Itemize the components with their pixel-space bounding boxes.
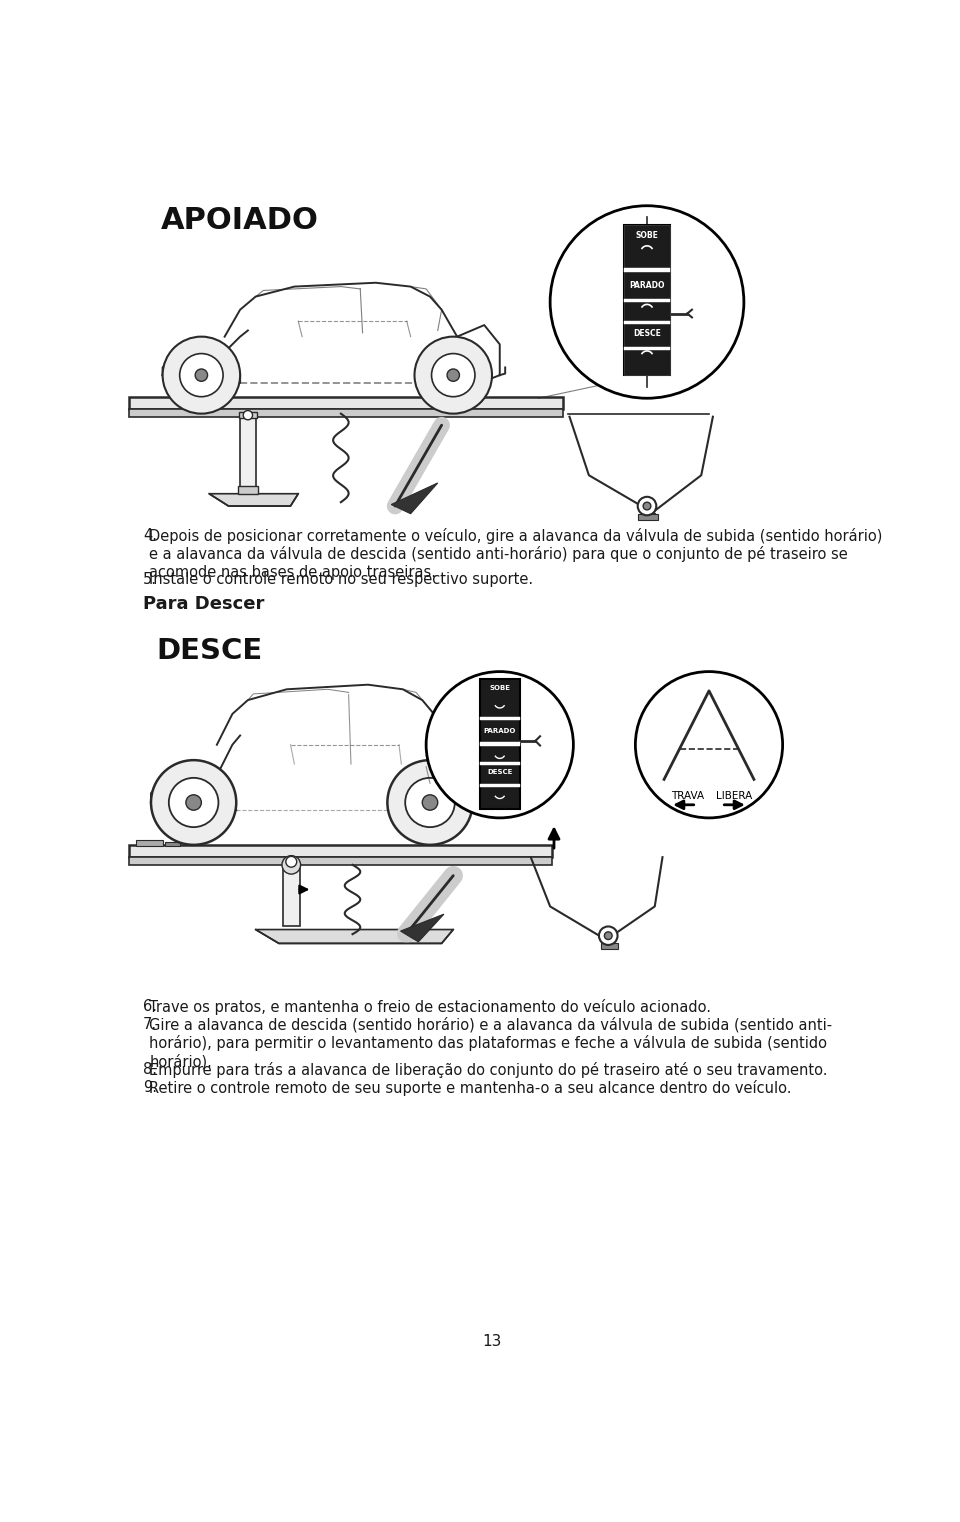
Text: PARADO: PARADO xyxy=(484,728,516,734)
Circle shape xyxy=(243,411,252,420)
Text: DESCE: DESCE xyxy=(487,770,513,775)
Circle shape xyxy=(636,671,782,817)
Circle shape xyxy=(151,759,236,845)
Bar xyxy=(480,784,520,787)
Bar xyxy=(130,845,552,857)
Bar xyxy=(624,225,670,374)
Polygon shape xyxy=(392,482,438,514)
Bar xyxy=(239,412,257,419)
Circle shape xyxy=(195,368,207,382)
Bar xyxy=(624,323,670,349)
Bar xyxy=(238,486,258,493)
Bar xyxy=(480,763,520,766)
Circle shape xyxy=(180,353,223,397)
Text: 7.: 7. xyxy=(143,1017,157,1032)
Text: Retire o controle remoto de seu suporte e mantenha-o a seu alcance dentro do veí: Retire o controle remoto de seu suporte … xyxy=(150,1081,792,1096)
Circle shape xyxy=(599,927,617,945)
Bar xyxy=(186,394,209,397)
Text: PARADO: PARADO xyxy=(629,280,664,289)
Bar xyxy=(624,347,670,350)
Circle shape xyxy=(422,794,438,810)
Bar xyxy=(480,679,520,808)
Text: Empurre para trás a alavanca de liberação do conjunto do pé traseiro até o seu t: Empurre para trás a alavanca de liberaçã… xyxy=(150,1062,828,1078)
Text: Trave os pratos, e mantenha o freio de estacionamento do veículo acionado.: Trave os pratos, e mantenha o freio de e… xyxy=(150,998,711,1015)
Bar xyxy=(135,840,162,846)
Text: 8.: 8. xyxy=(143,1062,157,1078)
Circle shape xyxy=(186,794,202,810)
Text: LIBERA: LIBERA xyxy=(715,791,752,801)
Bar xyxy=(624,225,670,269)
Text: Depois de posicionar corretamente o veículo, gire a alavanca da válvula de subid: Depois de posicionar corretamente o veíc… xyxy=(150,528,883,580)
Text: DESCE: DESCE xyxy=(633,329,660,338)
Text: Instale o controle remoto no seu respectivo suporte.: Instale o controle remoto no seu respect… xyxy=(150,572,534,587)
Text: 6.: 6. xyxy=(143,998,157,1014)
Bar xyxy=(601,944,617,948)
Bar xyxy=(480,743,520,746)
Circle shape xyxy=(169,778,219,826)
Bar xyxy=(480,717,520,720)
Polygon shape xyxy=(255,930,453,944)
Text: 13: 13 xyxy=(482,1333,502,1348)
Bar xyxy=(637,514,658,521)
Bar xyxy=(624,349,670,374)
Bar xyxy=(130,409,564,417)
Circle shape xyxy=(282,855,300,874)
Text: 4.: 4. xyxy=(143,528,157,543)
Bar xyxy=(624,300,670,323)
Bar xyxy=(165,842,180,846)
Circle shape xyxy=(286,857,297,868)
Circle shape xyxy=(550,205,744,399)
Polygon shape xyxy=(400,915,444,942)
Circle shape xyxy=(432,353,475,397)
Circle shape xyxy=(426,671,573,817)
Bar xyxy=(624,269,670,300)
Bar xyxy=(624,268,670,271)
Text: TRAVA: TRAVA xyxy=(671,791,704,801)
Circle shape xyxy=(388,759,472,845)
Bar xyxy=(190,390,205,394)
Circle shape xyxy=(162,336,240,414)
Circle shape xyxy=(637,496,657,516)
Text: 5.: 5. xyxy=(143,572,157,587)
Bar xyxy=(283,864,300,927)
Text: 9.: 9. xyxy=(143,1081,157,1096)
Circle shape xyxy=(605,931,612,939)
Text: SOBE: SOBE xyxy=(490,685,511,691)
Bar xyxy=(130,397,564,409)
Bar xyxy=(130,857,552,864)
Circle shape xyxy=(415,336,492,414)
Text: Gire a alavanca de descida (sentido horário) e a alavanca da válvula de subida (: Gire a alavanca de descida (sentido horá… xyxy=(150,1017,832,1070)
Bar xyxy=(240,417,255,493)
Polygon shape xyxy=(209,493,299,505)
Text: Para Descer: Para Descer xyxy=(143,595,265,613)
Circle shape xyxy=(447,368,460,382)
Circle shape xyxy=(643,502,651,510)
Text: APOIADO: APOIADO xyxy=(161,205,319,234)
Text: DESCE: DESCE xyxy=(156,636,262,665)
Text: SOBE: SOBE xyxy=(636,231,659,240)
Bar xyxy=(624,298,670,301)
Circle shape xyxy=(405,778,455,826)
Bar xyxy=(624,321,670,324)
